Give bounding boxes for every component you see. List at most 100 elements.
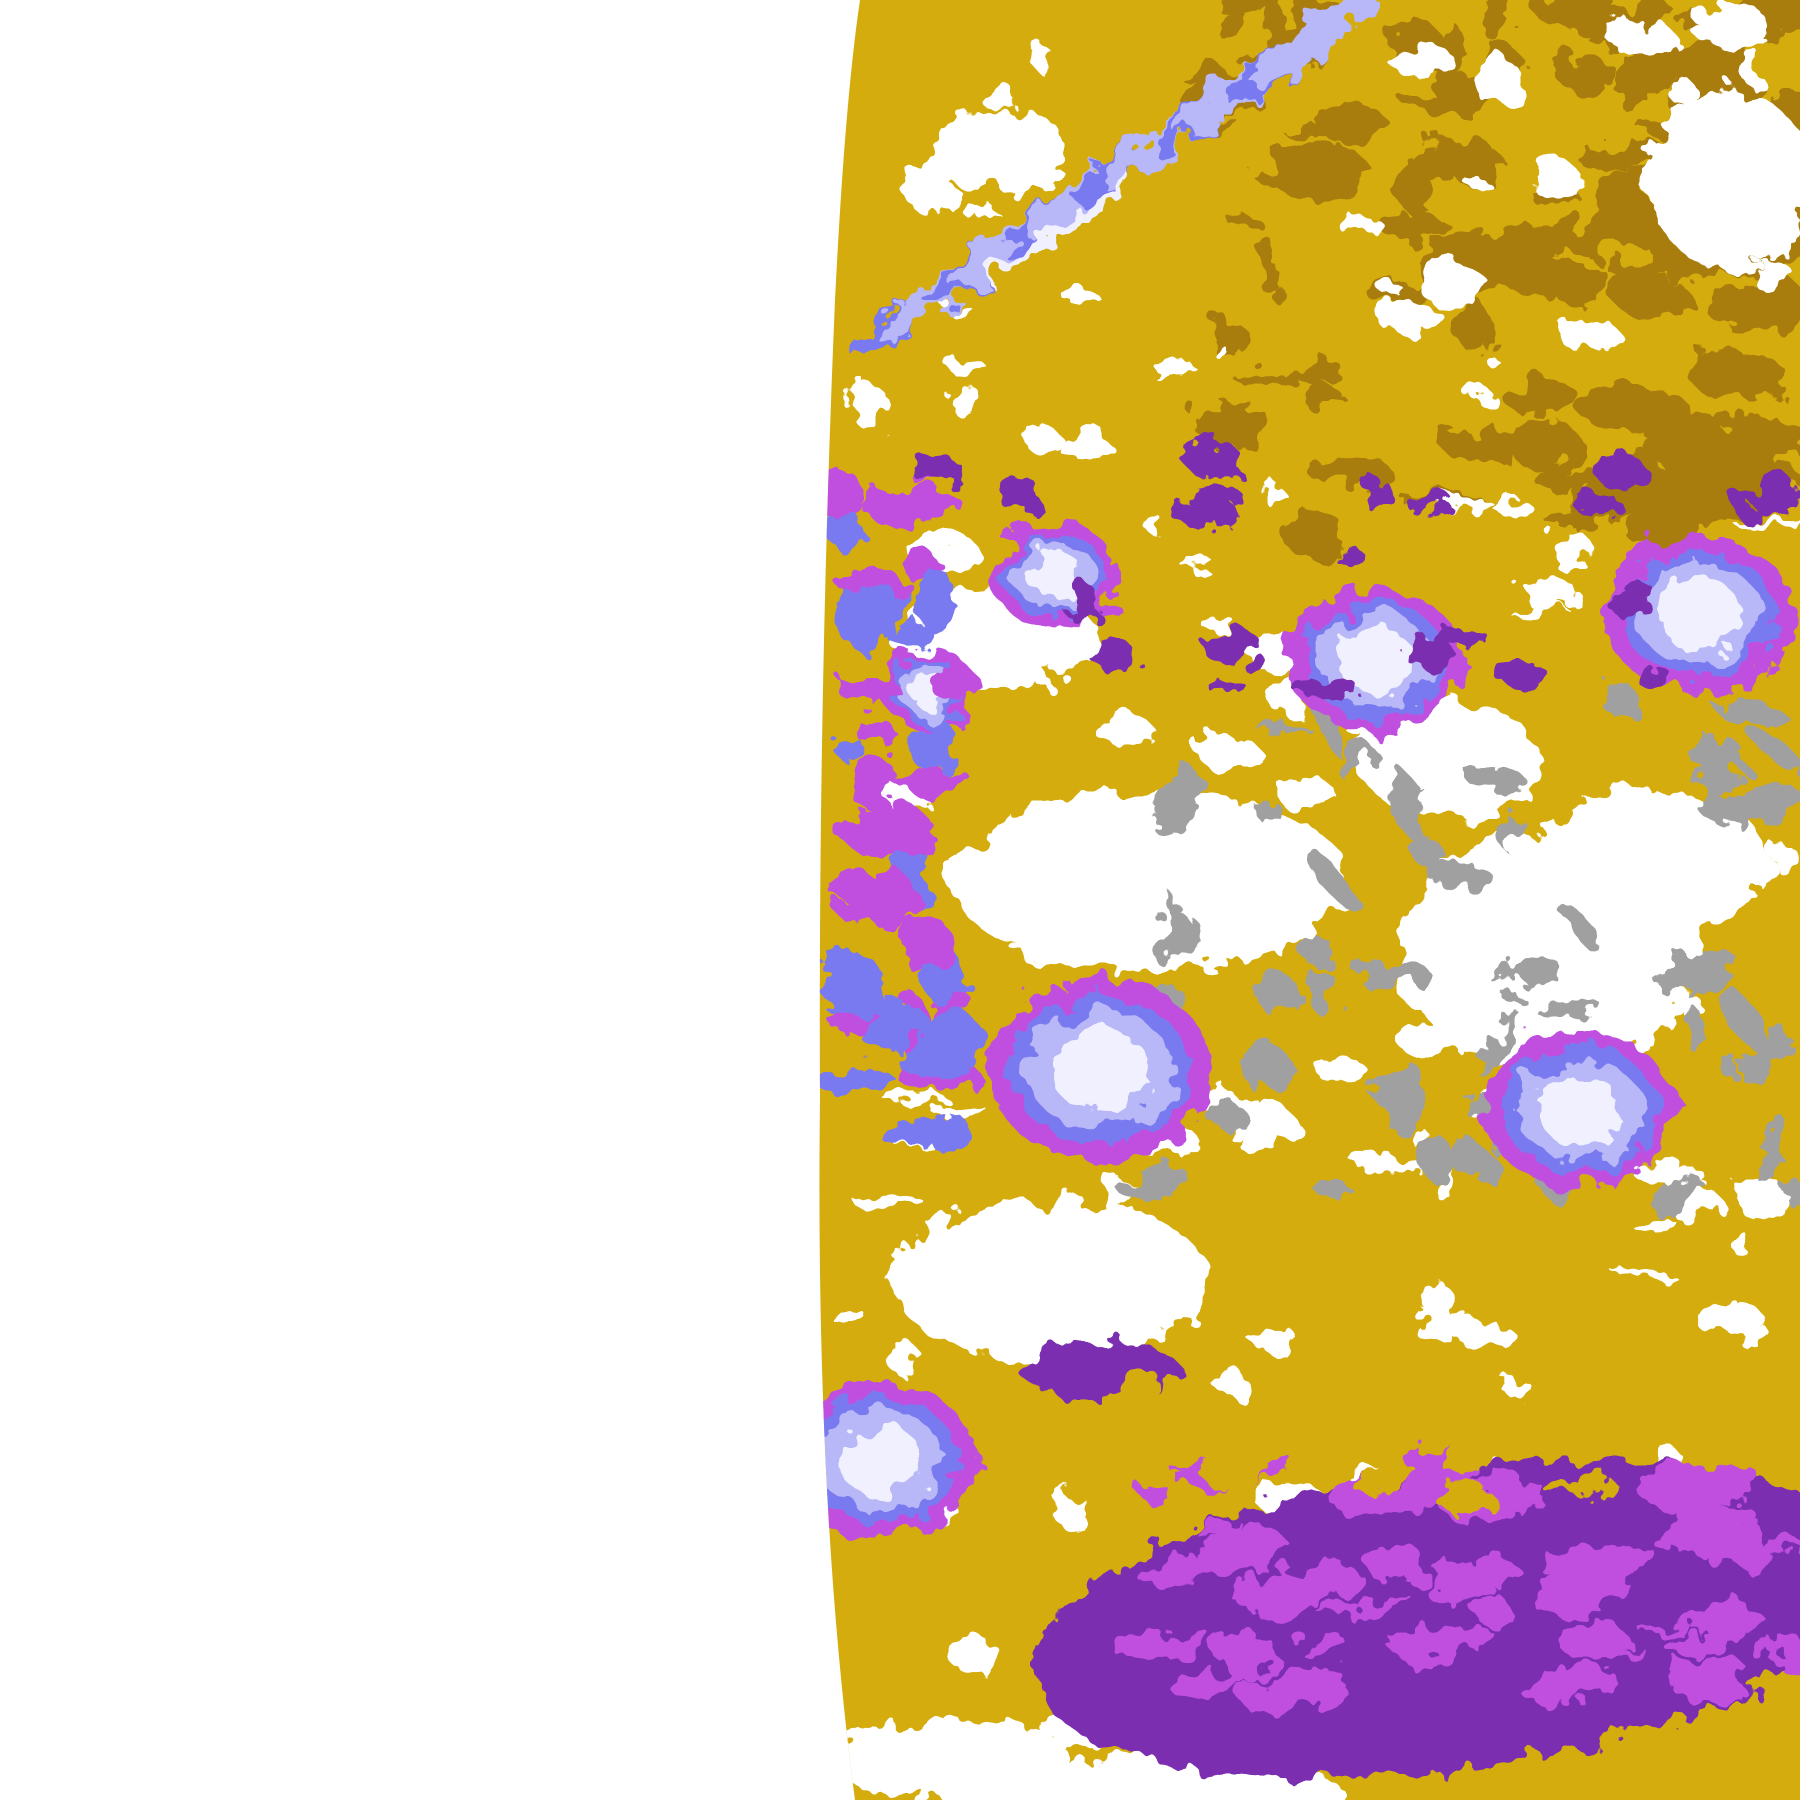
- dark-land-patch: [1533, 0, 1619, 29]
- yellow-streak: [1199, 1456, 1237, 1483]
- clear-speck: [1389, 46, 1455, 77]
- west-cloud-patch: [847, 753, 896, 810]
- magenta-streak: [1240, 1667, 1347, 1713]
- clear-speck: [1496, 500, 1535, 521]
- gray-cloud: [1727, 754, 1759, 780]
- gray-cloud: [1153, 773, 1205, 811]
- clear-speck: [1734, 1180, 1791, 1219]
- clear-speck: [1338, 218, 1386, 236]
- clear-speck: [1023, 636, 1089, 670]
- clear-speck: [1064, 287, 1099, 308]
- clear-speck: [1613, 1269, 1674, 1279]
- clear-speck: [1398, 1022, 1456, 1059]
- magenta-streak: [1753, 1645, 1778, 1662]
- magenta-streak: [1172, 1672, 1253, 1699]
- magenta-streak: [1474, 1590, 1507, 1627]
- clear-speck: [1695, 1298, 1748, 1337]
- magenta-streak: [1666, 1630, 1726, 1657]
- clear-speck: [853, 1194, 925, 1211]
- dark-land-patch: [1441, 426, 1520, 463]
- yellow-streak: [1195, 1403, 1272, 1427]
- purple-patch: [1636, 672, 1677, 688]
- convective-core: [1027, 551, 1083, 599]
- west-cloud-patch: [893, 770, 975, 795]
- purple-patch: [1294, 675, 1359, 702]
- gray-cloud: [1256, 797, 1278, 821]
- magenta-streak: [1140, 1481, 1168, 1503]
- purple-patch: [1330, 548, 1365, 562]
- purple-patch: [1361, 475, 1390, 512]
- clear-speck: [1356, 1158, 1423, 1174]
- gray-cloud: [1304, 849, 1356, 907]
- clear-speck: [1653, 957, 1666, 979]
- dark-land-patch: [1232, 372, 1325, 385]
- clear-speck: [1248, 1330, 1300, 1349]
- gray-cloud: [1417, 1130, 1448, 1179]
- magenta-streak: [1643, 1467, 1762, 1509]
- clear-speck: [1527, 159, 1580, 197]
- magenta-streak: [1530, 1574, 1616, 1615]
- clear-speck: [1378, 301, 1443, 336]
- yellow-streak: [1437, 1480, 1489, 1514]
- gray-cloud: [1118, 1166, 1189, 1200]
- clear-area: [1530, 790, 1770, 930]
- magenta-streak: [1685, 1662, 1715, 1685]
- gray-cloud: [1544, 999, 1600, 1024]
- magenta-streak: [1544, 1546, 1656, 1581]
- clear-speck: [1415, 260, 1484, 305]
- yellow-streak: [1371, 1372, 1401, 1400]
- dark-land-patch: [1576, 143, 1654, 171]
- gray-cloud: [1257, 973, 1296, 1014]
- gray-cloud: [1720, 1053, 1737, 1077]
- clear-speck: [1183, 563, 1219, 572]
- gray-cloud: [1357, 963, 1430, 987]
- purple-patch: [1735, 496, 1756, 523]
- gray-cloud: [1719, 985, 1760, 1045]
- clear-speck: [1226, 1121, 1242, 1141]
- dark-land-patch: [1503, 376, 1578, 418]
- west-cloud-patch: [910, 919, 954, 970]
- yellow-streak: [1712, 1427, 1796, 1462]
- clear-speck: [1227, 1100, 1294, 1143]
- dark-land-patch: [1280, 510, 1346, 555]
- dark-land-patch: [1265, 2, 1286, 55]
- clear-speck: [1143, 511, 1160, 533]
- dark-land-patch: [1587, 396, 1656, 412]
- dark-land-patch: [1751, 376, 1786, 393]
- magenta-streak: [1672, 1496, 1693, 1528]
- clear-speck: [1454, 1324, 1517, 1347]
- yellow-streak: [1510, 1416, 1575, 1447]
- clear-speck: [1630, 1215, 1677, 1232]
- jet-cloud-core: [986, 177, 1134, 283]
- gray-cloud: [1320, 1181, 1350, 1201]
- clear-speck: [946, 357, 985, 373]
- dark-land-patch: [1557, 55, 1618, 94]
- gray-cloud: [1747, 727, 1800, 774]
- gray-cloud: [1685, 1003, 1708, 1061]
- dark-land-patch: [1315, 101, 1386, 144]
- dark-land-patch: [1300, 386, 1344, 409]
- magenta-streak: [1368, 1546, 1413, 1585]
- purple-patch: [1625, 578, 1650, 597]
- gray-cloud: [1605, 680, 1636, 721]
- dark-land-patch: [1545, 511, 1581, 529]
- purple-patch: [1185, 439, 1241, 480]
- magenta-streak: [1581, 1645, 1644, 1661]
- magenta-streak: [1318, 1594, 1411, 1616]
- yellow-streak: [1562, 1373, 1594, 1405]
- clear-speck: [976, 84, 1018, 107]
- clear-area: [950, 1760, 1350, 1800]
- clear-speck: [1201, 618, 1238, 632]
- clear-speck: [1429, 1017, 1468, 1026]
- west-cloud-patch: [918, 570, 959, 635]
- gray-cloud: [1490, 957, 1553, 982]
- convective-core: [1051, 1028, 1149, 1112]
- yellow-streak: [1350, 1466, 1420, 1492]
- purple-patch: [1071, 584, 1100, 618]
- dark-land-patch: [1208, 317, 1247, 357]
- clear-speck: [911, 153, 949, 195]
- dark-land-patch: [1255, 167, 1315, 189]
- clear-speck: [1733, 518, 1800, 528]
